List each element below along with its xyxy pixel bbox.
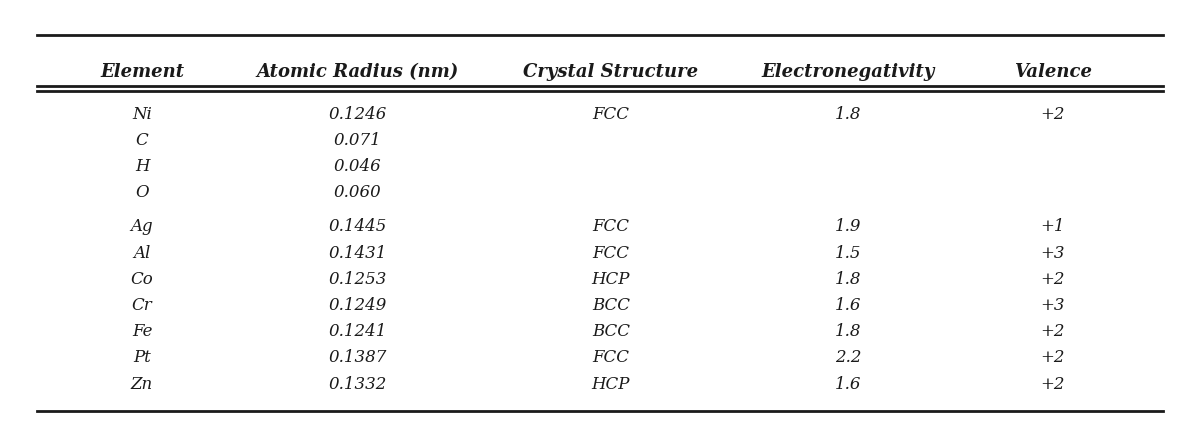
Text: 1.8: 1.8 bbox=[834, 323, 862, 340]
Text: Pt: Pt bbox=[133, 350, 151, 366]
Text: Electronegativity: Electronegativity bbox=[761, 63, 935, 81]
Text: Cr: Cr bbox=[132, 297, 152, 314]
Text: 0.1253: 0.1253 bbox=[329, 271, 386, 288]
Text: 0.1246: 0.1246 bbox=[329, 106, 386, 123]
Text: FCC: FCC bbox=[593, 218, 629, 236]
Text: +3: +3 bbox=[1040, 297, 1064, 314]
Text: +1: +1 bbox=[1040, 218, 1064, 236]
Text: +2: +2 bbox=[1040, 323, 1064, 340]
Text: FCC: FCC bbox=[593, 350, 629, 366]
Text: Atomic Radius (nm): Atomic Radius (nm) bbox=[257, 63, 458, 81]
Text: 0.1332: 0.1332 bbox=[329, 376, 386, 393]
Text: BCC: BCC bbox=[592, 323, 630, 340]
Text: 0.071: 0.071 bbox=[334, 132, 382, 149]
Text: +2: +2 bbox=[1040, 376, 1064, 393]
Text: 1.6: 1.6 bbox=[834, 376, 862, 393]
Text: +2: +2 bbox=[1040, 350, 1064, 366]
Text: Valence: Valence bbox=[1014, 63, 1092, 81]
Text: HCP: HCP bbox=[592, 376, 630, 393]
Text: 0.046: 0.046 bbox=[334, 158, 382, 175]
Text: 1.5: 1.5 bbox=[834, 245, 862, 262]
Text: +2: +2 bbox=[1040, 106, 1064, 123]
Text: Al: Al bbox=[133, 245, 151, 262]
Text: HCP: HCP bbox=[592, 271, 630, 288]
Text: Ag: Ag bbox=[131, 218, 154, 236]
Text: Ni: Ni bbox=[132, 106, 152, 123]
Text: 0.1387: 0.1387 bbox=[329, 350, 386, 366]
Text: 1.6: 1.6 bbox=[834, 297, 862, 314]
Text: H: H bbox=[134, 158, 149, 175]
Text: O: O bbox=[136, 184, 149, 202]
Text: 1.8: 1.8 bbox=[834, 106, 862, 123]
Text: BCC: BCC bbox=[592, 297, 630, 314]
Text: 1.9: 1.9 bbox=[834, 218, 862, 236]
Text: C: C bbox=[136, 132, 149, 149]
Text: Element: Element bbox=[100, 63, 184, 81]
Text: +3: +3 bbox=[1040, 245, 1064, 262]
Text: 0.1241: 0.1241 bbox=[329, 323, 386, 340]
Text: FCC: FCC bbox=[593, 106, 629, 123]
Text: Fe: Fe bbox=[132, 323, 152, 340]
Text: 0.060: 0.060 bbox=[334, 184, 382, 202]
Text: 2.2: 2.2 bbox=[834, 350, 862, 366]
Text: Crystal Structure: Crystal Structure bbox=[523, 63, 698, 81]
Text: Co: Co bbox=[131, 271, 154, 288]
Text: 0.1431: 0.1431 bbox=[329, 245, 386, 262]
Text: FCC: FCC bbox=[593, 245, 629, 262]
Text: 0.1445: 0.1445 bbox=[329, 218, 386, 236]
Text: +2: +2 bbox=[1040, 271, 1064, 288]
Text: 0.1249: 0.1249 bbox=[329, 297, 386, 314]
Text: Zn: Zn bbox=[131, 376, 154, 393]
Text: 1.8: 1.8 bbox=[834, 271, 862, 288]
